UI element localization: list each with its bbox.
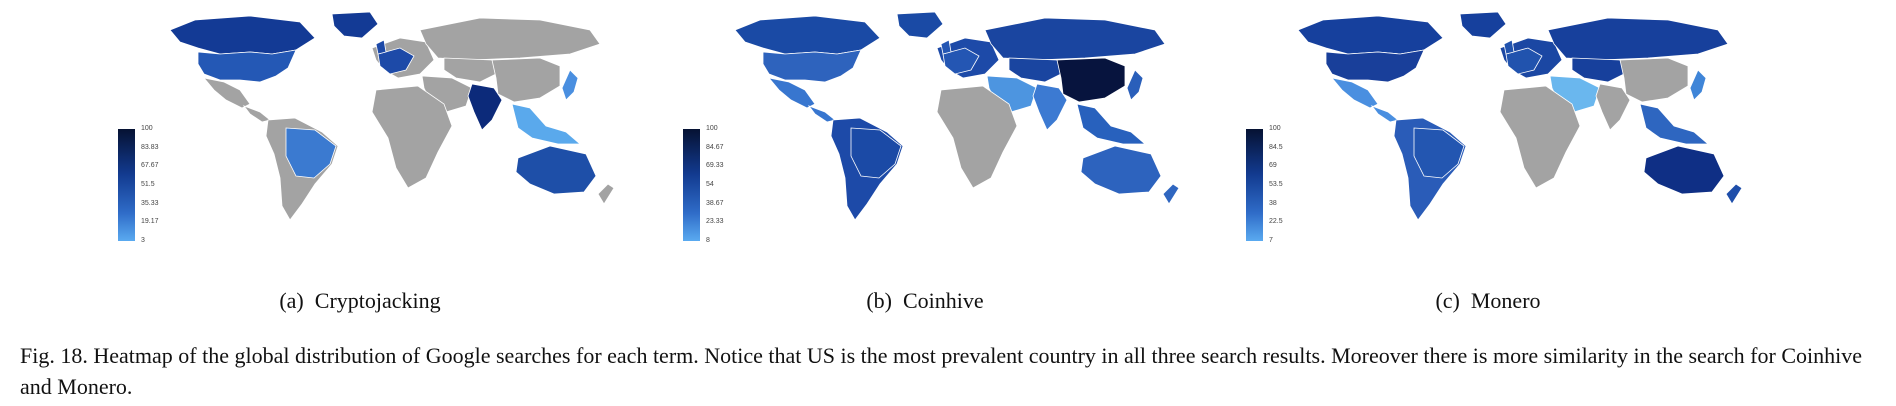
map-region-greenland [896, 11, 944, 39]
legend-gradient-bar [118, 129, 135, 241]
sub-caption-label: (b) [866, 288, 892, 313]
map-region-australia [1080, 145, 1162, 195]
map-region-usa [197, 49, 297, 83]
map-region-western-europe [1505, 47, 1543, 75]
color-legend: 100 84.67 69.33 54 38.67 23.33 8 [683, 125, 753, 250]
legend-tick: 19.17 [141, 218, 159, 226]
legend-tick: 100 [1269, 125, 1281, 132]
legend-tick: 67.67 [141, 162, 159, 170]
map-region-russia [1547, 17, 1729, 61]
map-region-africa [936, 85, 1018, 189]
map-region-uk [1503, 39, 1515, 55]
map-region-china [491, 57, 561, 103]
legend-tick: 3 [141, 237, 145, 244]
map-region-north-america [1297, 15, 1444, 55]
map-region-usa [762, 49, 862, 83]
color-legend: 100 83.83 67.67 51.5 35.33 19.17 3 [118, 125, 188, 250]
legend-tick: 38.67 [706, 199, 724, 207]
map-region-brazil [285, 127, 337, 179]
map-region-china [1619, 57, 1689, 103]
map-region-usa [1325, 49, 1425, 83]
map-region-uk [375, 39, 387, 55]
map-region-japan [561, 69, 579, 101]
legend-tick: 69.33 [706, 162, 724, 170]
figure-caption: Fig. 18. Heatmap of the global distribut… [20, 343, 1862, 399]
map-region-central-america [1370, 105, 1399, 123]
legend-tick: 84.5 [1269, 143, 1283, 151]
map-region-new-zealand [1725, 183, 1743, 205]
legend-tick: 23.33 [706, 218, 724, 226]
map-region-india [467, 83, 503, 131]
legend-tick: 38 [1269, 199, 1277, 207]
map-region-greenland [1459, 11, 1507, 39]
map-region-japan [1689, 69, 1707, 101]
map-region-brazil [1413, 127, 1465, 179]
map-region-se-asia [1639, 103, 1710, 145]
panel-monero: 100 84.5 69 53.5 38 22.5 7 (c) Monero [1228, 8, 1748, 313]
legend-tick: 54 [706, 181, 714, 188]
color-legend: 100 84.5 69 53.5 38 22.5 7 [1246, 125, 1316, 250]
sub-caption-title: Monero [1470, 288, 1541, 313]
map-region-india [1595, 83, 1631, 131]
legend-tick: 84.67 [706, 143, 724, 151]
map-region-mexico [1330, 77, 1379, 109]
sub-caption-title: Cryptojacking [314, 288, 441, 313]
legend-tick: 22.5 [1269, 218, 1283, 226]
map-region-se-asia [511, 103, 582, 145]
legend-gradient-bar [683, 129, 700, 241]
map-region-australia [515, 145, 597, 195]
sub-caption: (b) Coinhive [665, 288, 1185, 314]
legend-tick: 69 [1269, 162, 1277, 170]
world-heatmap-coinhive [734, 11, 1180, 221]
sub-caption-label: (a) [279, 288, 304, 313]
map-region-north-america [169, 15, 316, 55]
legend-tick: 35.33 [141, 199, 159, 207]
sub-caption: (c) Monero [1228, 288, 1748, 314]
map-region-japan [1126, 69, 1144, 101]
map-region-north-america [734, 15, 881, 55]
map-region-china [1056, 57, 1126, 103]
world-heatmap-monero [1297, 11, 1743, 221]
map-region-se-asia [1076, 103, 1147, 145]
map-region-russia [419, 17, 601, 61]
map-region-russia [984, 17, 1166, 61]
map-region-western-europe [377, 47, 415, 75]
panel-cryptojacking: 100 83.83 67.67 51.5 35.33 19.17 3 (a) C… [100, 8, 620, 313]
map-region-western-europe [942, 47, 980, 75]
map-region-uk [940, 39, 952, 55]
legend-tick: 100 [706, 125, 718, 132]
map-region-central-america [242, 105, 271, 123]
panel-coinhive: 100 84.67 69.33 54 38.67 23.33 8 (b) Coi… [665, 8, 1185, 313]
map-region-india [1032, 83, 1068, 131]
legend-tick: 51.5 [141, 181, 155, 188]
legend-tick: 7 [1269, 237, 1273, 244]
map-region-africa [1499, 85, 1581, 189]
map-region-mexico [202, 77, 251, 109]
world-heatmap-cryptojacking [169, 11, 615, 221]
map-region-brazil [850, 127, 902, 179]
map-region-new-zealand [1162, 183, 1180, 205]
sub-caption: (a) Cryptojacking [100, 288, 620, 314]
map-region-greenland [331, 11, 379, 39]
map-region-mexico [767, 77, 816, 109]
map-region-central-america [807, 105, 836, 123]
legend-tick: 8 [706, 237, 710, 244]
sub-caption-title: Coinhive [902, 288, 984, 313]
map-region-australia [1643, 145, 1725, 195]
map-region-new-zealand [597, 183, 615, 205]
legend-gradient-bar [1246, 129, 1263, 241]
sub-caption-label: (c) [1435, 288, 1460, 313]
legend-tick: 53.5 [1269, 181, 1283, 188]
legend-tick: 100 [141, 125, 153, 132]
map-region-africa [371, 85, 453, 189]
legend-tick: 83.83 [141, 143, 159, 151]
